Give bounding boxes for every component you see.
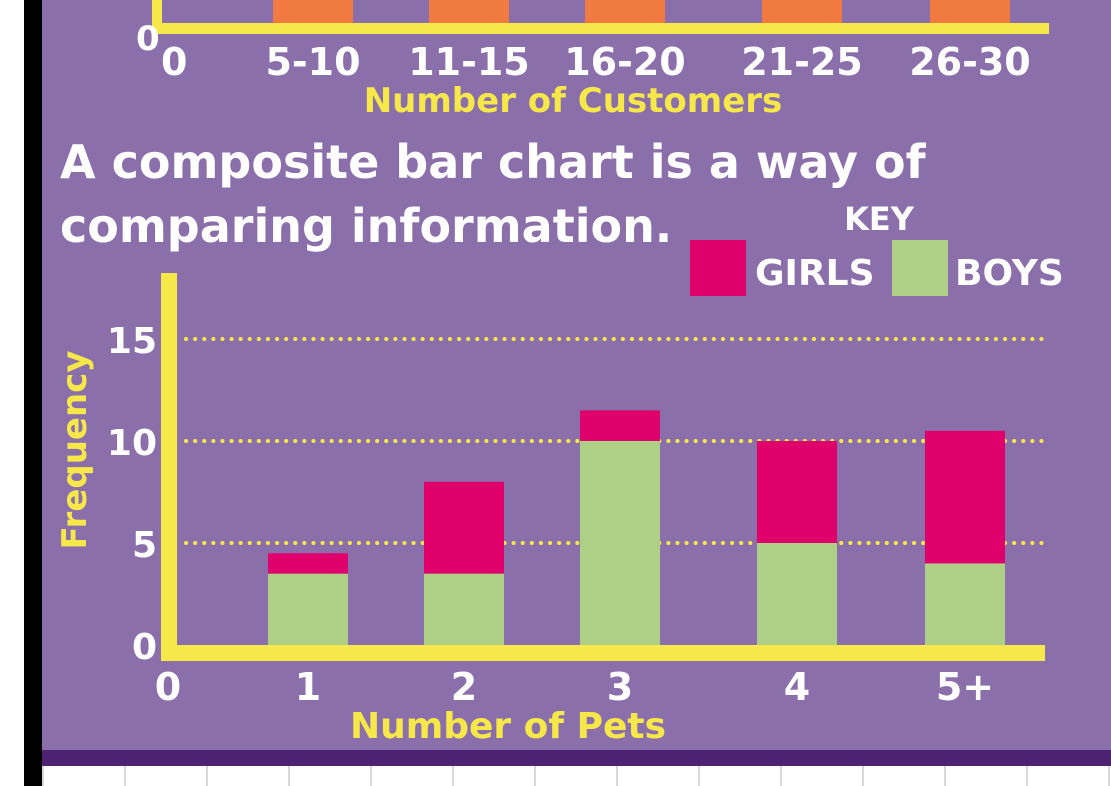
bar-girls-5plus (925, 430, 1005, 564)
grid-paper-line (616, 766, 618, 786)
composite-bar-chart: 0 5 10 15 1 2 3 4 5+ 0 Number of Pets Frequency (55, 273, 1047, 747)
grid-paper-line (1026, 766, 1028, 786)
grid-paper-strip (42, 766, 1111, 786)
x-tick-label: 2 (451, 665, 477, 709)
legend: KEY GIRLS BOYS (690, 200, 1064, 296)
top-chart-bar (429, 0, 509, 23)
grid-paper-line (698, 766, 700, 786)
x-tick-label: 1 (295, 665, 321, 709)
y-tick-label: 15 (107, 321, 157, 362)
top-chart: 0 0 5-10 11-15 16-20 21-25 26-30 Number of C… (136, 0, 1049, 121)
x-tick-label: 5+ (936, 665, 994, 709)
bar-boys-3 (580, 441, 660, 645)
top-chart-x-tick-label: 26-30 (909, 40, 1031, 84)
top-chart-x-tick-label: 5-10 (265, 40, 360, 84)
bar-boys-4 (757, 543, 837, 645)
bar-girls-4 (757, 441, 837, 543)
top-chart-x-axis (152, 23, 1049, 34)
top-chart-x-tick-label: 11-15 (408, 40, 530, 84)
panel-footer-band (42, 750, 1111, 766)
grid-paper-line (370, 766, 372, 786)
body-text-line-1: A composite bar chart is a way of (60, 135, 927, 189)
grid-paper-line (944, 766, 946, 786)
top-chart-zero-y: 0 (136, 19, 160, 59)
bar-girls-2 (424, 481, 504, 574)
legend-boys-swatch (892, 240, 948, 296)
x-tick-label: 4 (784, 665, 810, 709)
y-axis-line (161, 273, 177, 661)
left-margin (0, 0, 24, 786)
grid-paper-line (124, 766, 126, 786)
y-tick-label: 0 (132, 627, 157, 668)
bar-boys-1 (268, 573, 348, 645)
x-axis-line (161, 645, 1045, 661)
top-chart-bar (585, 0, 665, 23)
grid-paper-line (206, 766, 208, 786)
top-chart-x-tick-label: 16-20 (564, 40, 686, 84)
top-chart-bar (273, 0, 353, 23)
top-chart-x-label: Number of Customers (364, 81, 783, 121)
legend-title: KEY (844, 200, 915, 238)
bar-girls-1 (268, 553, 348, 574)
legend-boys-label: BOYS (955, 253, 1064, 294)
x-axis-title: Number of Pets (350, 706, 666, 747)
x-zero-label: 0 (155, 665, 181, 709)
grid-paper-line (534, 766, 536, 786)
grid-paper-line (288, 766, 290, 786)
x-tick-label: 3 (607, 665, 633, 709)
page-edge (24, 0, 42, 786)
y-tick-label: 10 (107, 423, 157, 464)
legend-girls-swatch (690, 240, 746, 296)
grid-paper-line (862, 766, 864, 786)
top-chart-y-axis (152, 0, 162, 33)
bar-boys-2 (424, 573, 504, 645)
grid-paper-line (1108, 766, 1110, 786)
bar-girls-3 (580, 410, 660, 441)
top-chart-zero-x: 0 (161, 40, 187, 84)
y-axis-title: Frequency (55, 350, 95, 549)
top-chart-bar (930, 0, 1010, 23)
grid-paper-line (780, 766, 782, 786)
grid-paper-line (452, 766, 454, 786)
top-chart-bar (762, 0, 842, 23)
top-chart-x-tick-label: 21-25 (741, 40, 863, 84)
legend-girls-label: GIRLS (755, 253, 875, 294)
y-tick-label: 5 (132, 525, 157, 566)
body-text-line-2: comparing information. (60, 199, 672, 253)
grid-paper-line (42, 766, 44, 786)
bar-boys-5plus (925, 563, 1005, 645)
